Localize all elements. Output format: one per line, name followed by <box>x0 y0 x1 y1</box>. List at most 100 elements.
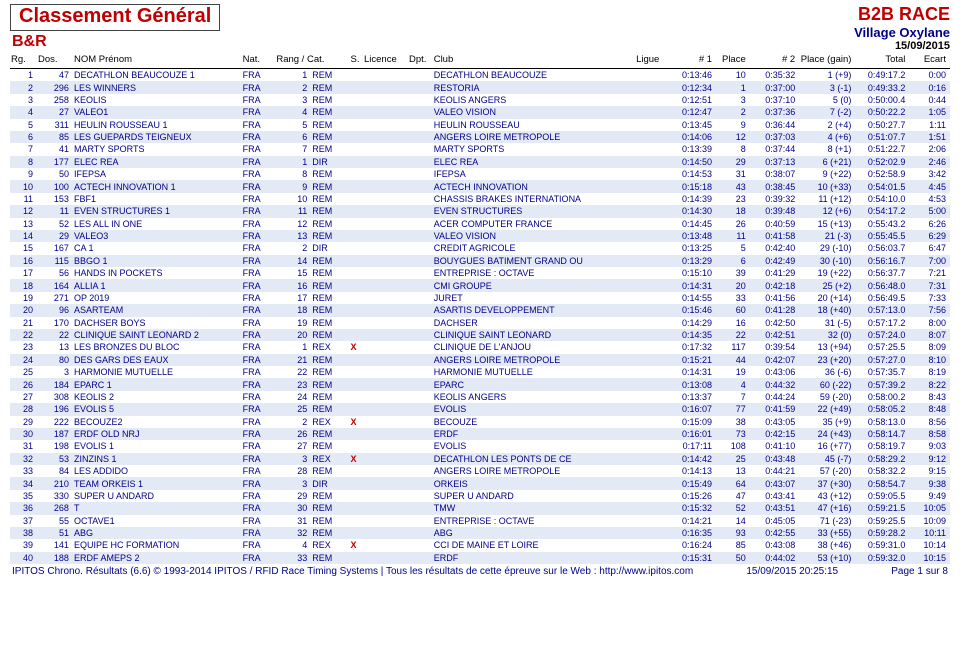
cell: 0:13:48 <box>667 230 716 242</box>
cell <box>408 193 433 205</box>
cell: 35 (+9) <box>799 416 855 428</box>
cell: 22 <box>37 329 73 341</box>
cell: 20 (+14) <box>799 292 855 304</box>
results-table: Rg. Dos. NOM Prénom Nat. Rang / Cat. S. … <box>10 52 950 564</box>
cell: REM <box>311 354 349 366</box>
cell: 7:56 <box>909 304 950 316</box>
cell: 23 <box>275 378 311 390</box>
cell: 0:14:55 <box>667 292 716 304</box>
cell: 24 (+43) <box>799 428 855 440</box>
cell: 47 <box>716 490 750 502</box>
cell: 0:54:17.2 <box>855 205 909 217</box>
cell: 22 <box>275 366 311 378</box>
cell: 18 (+40) <box>799 304 855 316</box>
cell: 0:51:22.7 <box>855 143 909 155</box>
cell <box>363 428 408 440</box>
cell <box>408 490 433 502</box>
cell: 0:43:41 <box>750 490 799 502</box>
cell: 39 <box>716 267 750 279</box>
cell: 188 <box>37 552 73 564</box>
cell: 1:05 <box>909 106 950 118</box>
cell <box>363 81 408 93</box>
col-n2: # 2 <box>750 52 799 69</box>
cell: 16 (+77) <box>799 440 855 452</box>
cell: 10 <box>10 180 37 192</box>
cell: 33 <box>10 465 37 477</box>
cell <box>363 552 408 564</box>
table-head: Rg. Dos. NOM Prénom Nat. Rang / Cat. S. … <box>10 52 950 69</box>
cell: 19 <box>275 317 311 329</box>
cell: VALEO1 <box>73 106 242 118</box>
cell <box>408 515 433 527</box>
cell: 10:09 <box>909 515 950 527</box>
cell: DECATHLON BEAUCOUZE <box>433 69 635 82</box>
cell: 32 <box>10 453 37 465</box>
cell: DIR <box>311 477 349 489</box>
table-row: 8177ELEC REAFRA1DIRELEC REA0:14:50290:37… <box>10 156 950 168</box>
cell <box>635 230 666 242</box>
cell: JURET <box>433 292 635 304</box>
page-subtitle: B&R <box>12 33 220 51</box>
cell: 80 <box>37 354 73 366</box>
cell: 21 <box>10 317 37 329</box>
cell: 0:42:55 <box>750 527 799 539</box>
cell <box>363 304 408 316</box>
cell <box>635 539 666 551</box>
cell: 0:57:24.0 <box>855 329 909 341</box>
cell <box>350 515 363 527</box>
cell: 0:57:35.7 <box>855 366 909 378</box>
cell: REM <box>311 106 349 118</box>
cell <box>635 143 666 155</box>
cell: 0:37:36 <box>750 106 799 118</box>
cell: 0:13:45 <box>667 119 716 131</box>
cell <box>350 94 363 106</box>
cell: 16 <box>716 317 750 329</box>
cell: REM <box>311 119 349 131</box>
cell: ANGERS LOIRE METROPOLE <box>433 465 635 477</box>
cell: DES GARS DES EAUX <box>73 354 242 366</box>
cell: CHASSIS BRAKES INTERNATIONA <box>433 193 635 205</box>
cell: 0:43:06 <box>750 366 799 378</box>
cell: 4 <box>716 378 750 390</box>
cell: 5 <box>10 119 37 131</box>
cell: 31 <box>275 515 311 527</box>
footer-credits: IPITOS Chrono. Résultats (6.6) © 1993-20… <box>12 566 693 577</box>
cell <box>635 168 666 180</box>
cell: FRA <box>242 378 276 390</box>
cell: 12 <box>716 131 750 143</box>
cell <box>635 69 666 82</box>
cell: REM <box>311 329 349 341</box>
cell: SUPER U ANDARD <box>433 490 635 502</box>
cell <box>635 354 666 366</box>
cell <box>635 304 666 316</box>
cell: 0:16:24 <box>667 539 716 551</box>
cell <box>408 304 433 316</box>
table-row: 27308KEOLIS 2FRA24REMKEOLIS ANGERS0:13:3… <box>10 391 950 403</box>
cell: 8 <box>275 168 311 180</box>
event-date: 15/09/2015 <box>854 40 950 52</box>
cell: 0:52:58.9 <box>855 168 909 180</box>
cell: LES WINNERS <box>73 81 242 93</box>
cell: 11 <box>10 193 37 205</box>
cell: 0:50:00.4 <box>855 94 909 106</box>
cell: 8:48 <box>909 403 950 415</box>
cell: 15 <box>275 267 311 279</box>
cell: 0:58:54.7 <box>855 477 909 489</box>
table-row: 3755OCTAVE1FRA31REMENTREPRISE : OCTAVE0:… <box>10 515 950 527</box>
table-row: 3253ZINZINS 1FRA3REXXDECATHLON LES PONTS… <box>10 453 950 465</box>
cell: T <box>73 502 242 514</box>
cell: 52 <box>716 502 750 514</box>
cell: 2:46 <box>909 156 950 168</box>
cell: 0:43:05 <box>750 416 799 428</box>
cell: EVOLIS 5 <box>73 403 242 415</box>
table-row: 2480DES GARS DES EAUXFRA21REMANGERS LOIR… <box>10 354 950 366</box>
cell: 164 <box>37 279 73 291</box>
cell: 0:42:18 <box>750 279 799 291</box>
cell <box>408 391 433 403</box>
cell: 0:56:37.7 <box>855 267 909 279</box>
cell: REM <box>311 465 349 477</box>
cell <box>635 279 666 291</box>
cell: FRA <box>242 453 276 465</box>
cell <box>635 205 666 217</box>
cell: 8 (+1) <box>799 143 855 155</box>
